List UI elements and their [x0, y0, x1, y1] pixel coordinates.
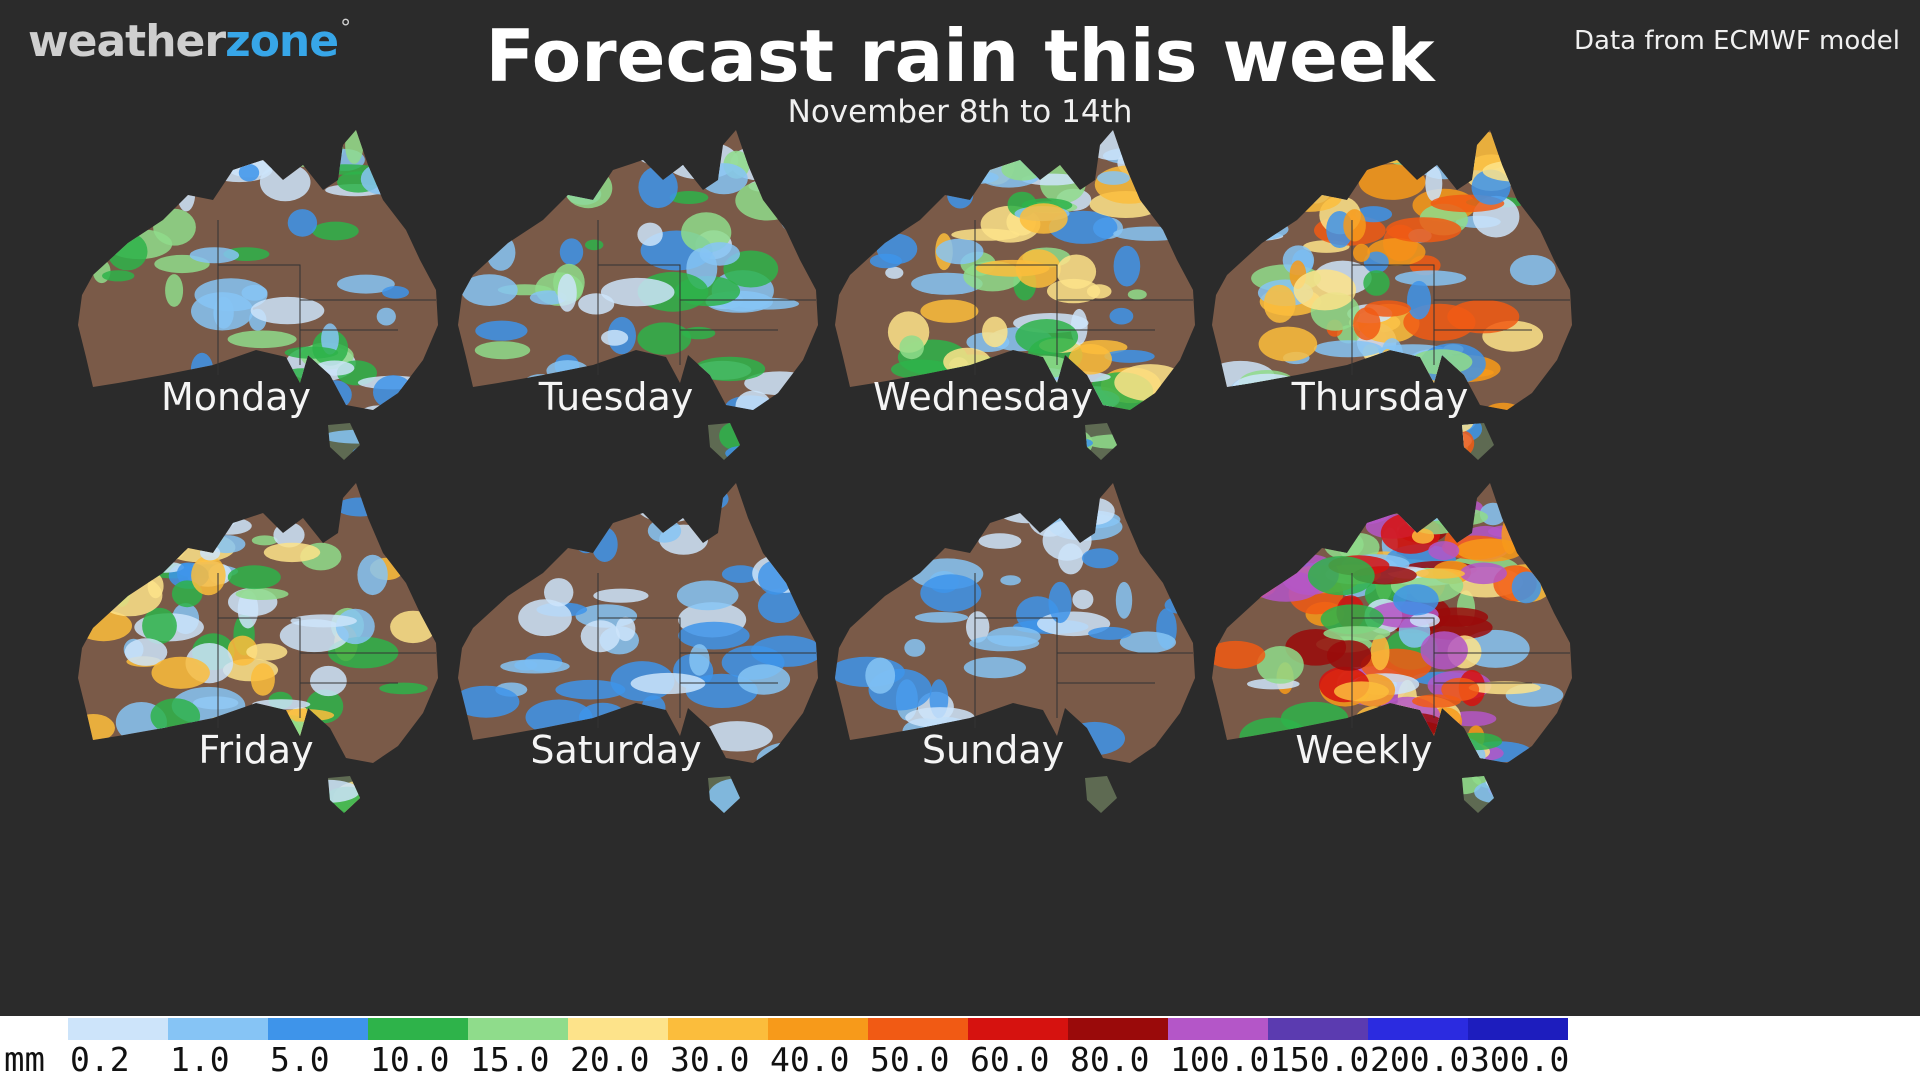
panel-label-sunday: Sunday [921, 728, 1065, 772]
legend-swatch [1368, 1018, 1468, 1040]
state-borders [217, 220, 436, 375]
legend-tick-label: 15.0 [470, 1040, 550, 1079]
legend-swatch [568, 1018, 668, 1040]
australia-landmass [78, 483, 438, 763]
legend-swatch [1468, 1018, 1568, 1040]
page-title: Forecast rain this week [485, 14, 1435, 98]
australia-landmass [835, 483, 1195, 763]
legend-tick-label: 30.0 [670, 1040, 750, 1079]
legend-swatch [468, 1018, 568, 1040]
legend-tick-label: 150.0 [1270, 1040, 1370, 1079]
legend-tick-label: 40.0 [770, 1040, 850, 1079]
australia-landmass [78, 130, 438, 410]
map-panel-wednesday: Wednesday [795, 125, 1255, 545]
state-borders [974, 573, 1193, 728]
australia-rain-map [835, 130, 1195, 460]
australia-landmass [458, 483, 818, 763]
panel-label-wednesday: Wednesday [872, 375, 1093, 419]
australia-landmass [458, 130, 818, 410]
panel-label-thursday: Thursday [1291, 375, 1469, 419]
panel-label-friday: Friday [198, 728, 314, 772]
legend-tick-label: 200.0 [1370, 1040, 1470, 1079]
australia-rain-map [1212, 130, 1572, 460]
legend-swatch [1268, 1018, 1368, 1040]
state-borders [597, 220, 816, 375]
australia-rain-map [458, 130, 818, 460]
map-panel-saturday: Saturday [418, 478, 878, 898]
state-borders [217, 573, 436, 728]
weatherzone-logo: weatherzone° [28, 16, 351, 67]
map-panel-weekly: Weekly [1172, 478, 1632, 898]
state-borders [597, 573, 816, 728]
date-range-subtitle: November 8th to 14th [787, 94, 1133, 130]
rain-legend: mm 0.2 1.0 5.0 10.0 15.0 20.0 30.0 40.0 50.0 60.0… [0, 1016, 1920, 1080]
legend-swatch [1068, 1018, 1168, 1040]
legend-unit: mm [4, 1040, 45, 1080]
state-borders [1351, 220, 1570, 375]
legend-tick-label: 1.0 [170, 1040, 230, 1079]
legend-swatch [268, 1018, 368, 1040]
legend-swatch [368, 1018, 468, 1040]
legend-swatch [968, 1018, 1068, 1040]
legend-tick-label: 20.0 [570, 1040, 650, 1079]
map-panel-tuesday: Tuesday [418, 125, 878, 545]
legend-tick-label: 10.0 [370, 1040, 450, 1079]
data-source-note: Data from ECMWF model [1573, 26, 1900, 56]
legend-tick-label: 50.0 [870, 1040, 950, 1079]
legend-tick-label: 100.0 [1170, 1040, 1270, 1079]
logo-text-zone: zone [225, 16, 339, 67]
map-panel-friday: Friday [38, 478, 498, 898]
legend-swatch [668, 1018, 768, 1040]
panel-label-monday: Monday [160, 375, 311, 419]
legend-tick-label: 80.0 [1070, 1040, 1150, 1079]
logo-degree-mark: ° [340, 16, 351, 41]
tasmania-landmass [1085, 776, 1117, 813]
map-panel-thursday: Thursday [1172, 125, 1632, 545]
legend-tick-label: 60.0 [970, 1040, 1050, 1079]
legend-tick-label: 300.0 [1470, 1040, 1570, 1079]
australia-rain-map [835, 483, 1195, 813]
legend-swatch [68, 1018, 168, 1040]
legend-swatch [768, 1018, 868, 1040]
logo-text-weather: weather [28, 16, 226, 67]
state-borders [1351, 573, 1570, 728]
panel-label-weekly: Weekly [1295, 728, 1433, 772]
legend-tick-label: 5.0 [270, 1040, 330, 1079]
legend-swatch [168, 1018, 268, 1040]
state-borders [974, 220, 1193, 375]
australia-rain-map [458, 483, 818, 813]
panel-label-tuesday: Tuesday [538, 375, 694, 419]
australia-rain-map [78, 483, 438, 813]
map-panel-monday: Monday [38, 125, 498, 545]
australia-rain-map [78, 130, 438, 460]
australia-rain-map [1212, 483, 1572, 813]
map-panel-sunday: Sunday [795, 478, 1255, 898]
panel-label-saturday: Saturday [530, 728, 702, 772]
legend-swatch [1168, 1018, 1268, 1040]
legend-tick-label: 0.2 [70, 1040, 130, 1079]
legend-swatch [868, 1018, 968, 1040]
